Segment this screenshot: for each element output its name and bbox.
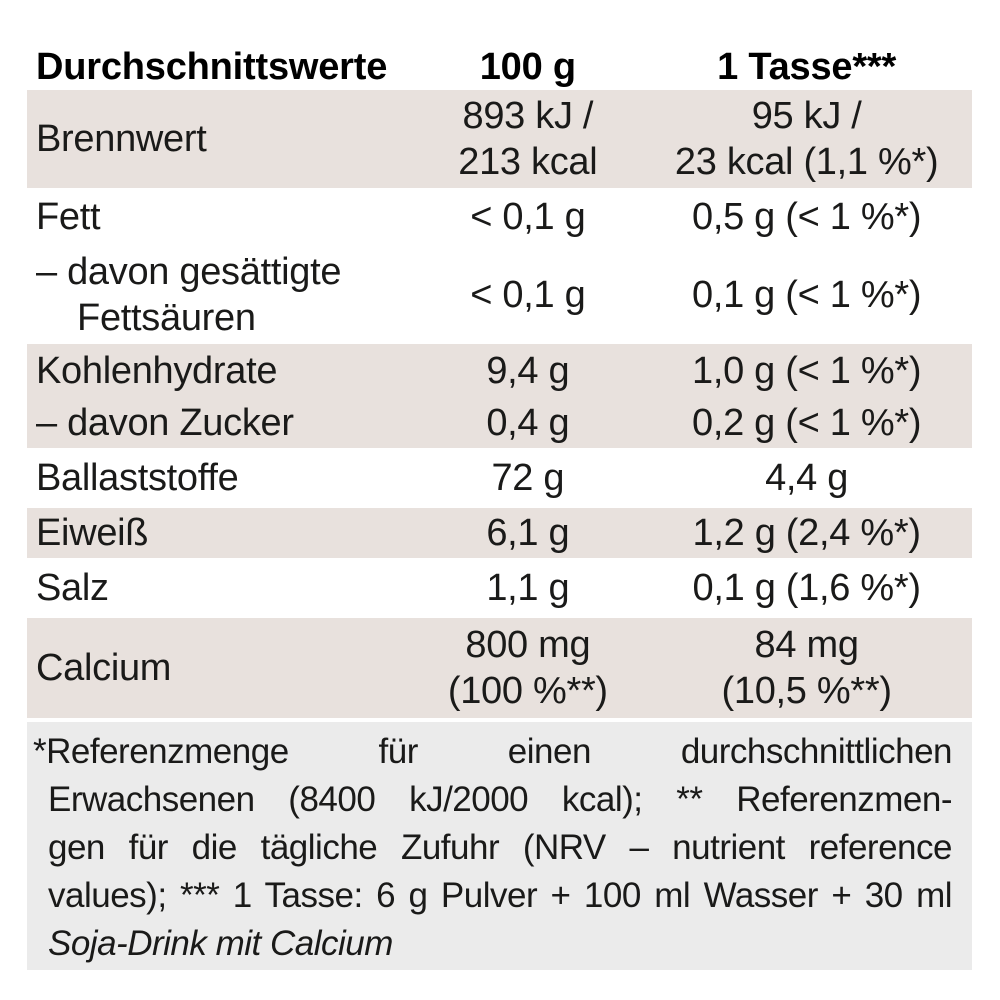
zucker-per-100g: 0,4 g bbox=[486, 401, 570, 444]
eiweiss-per-tasse: 1,2 g (2,4 %*) bbox=[692, 512, 921, 554]
kohlenhydrate-per-tasse: 1,0 g (< 1 %*) bbox=[692, 349, 922, 392]
zucker-label: – davon Zucker bbox=[36, 401, 294, 444]
zucker-per-tasse: 0,2 g (< 1 %*) bbox=[692, 401, 922, 444]
nutrition-table: Durchschnittswerte 100 g 1 Tasse*** Bren… bbox=[27, 44, 972, 970]
table-row-ballaststoffe: Ballaststoffe 72 g 4,4 g bbox=[27, 448, 972, 508]
footnote-line-1: *Referenzmenge für einen durchschnittlic… bbox=[33, 732, 953, 771]
brennwert-label: Brennwert bbox=[36, 118, 207, 160]
footnote-block: *Referenzmenge für einen durchschnittlic… bbox=[27, 722, 972, 970]
salz-per-100g: 1,1 g bbox=[486, 567, 570, 609]
footnote-line-3: gen für die tägliche Zufuhr (NRV – nutri… bbox=[48, 828, 953, 867]
fett-per-tasse: 0,5 g (< 1 %*) bbox=[692, 196, 922, 238]
header-col-averages: Durchschnittswerte bbox=[36, 46, 388, 88]
footnote-line-4: values); *** 1 Tasse: 6 g Pulver + 100 m… bbox=[48, 876, 953, 915]
header-col-tasse: 1 Tasse*** bbox=[717, 46, 897, 88]
brennwert-per-tasse: 95 kJ / 23 kcal (1,1 %*) bbox=[674, 95, 939, 183]
gesaettigte-per-tasse: 0,1 g (< 1 %*) bbox=[692, 274, 922, 316]
ballaststoffe-per-100g: 72 g bbox=[491, 457, 565, 499]
brennwert-per-100g: 893 kJ / 213 kcal bbox=[458, 95, 598, 183]
table-row-calcium: Calcium 800 mg (100 %**) 84 mg (10,5 %**… bbox=[27, 618, 972, 718]
kohlenhydrate-per-100g: 9,4 g bbox=[486, 349, 570, 392]
salz-per-tasse: 0,1 g (1,6 %*) bbox=[692, 567, 921, 609]
eiweiss-per-100g: 6,1 g bbox=[486, 512, 570, 554]
calcium-label: Calcium bbox=[36, 647, 172, 689]
fett-per-100g: < 0,1 g bbox=[470, 196, 586, 238]
table-row-brennwert: Brennwert 893 kJ / 213 kcal 95 kJ / 23 k… bbox=[27, 90, 972, 188]
gesaettigte-per-100g: < 0,1 g bbox=[470, 274, 586, 316]
ballaststoffe-per-tasse: 4,4 g bbox=[765, 457, 849, 499]
table-row-fett: Fett < 0,1 g 0,5 g (< 1 %*) bbox=[27, 188, 972, 246]
table-row-kohlenhydrate: Kohlenhydrate 9,4 g 1,0 g (< 1 %*) bbox=[27, 344, 972, 397]
table-row-zucker: – davon Zucker 0,4 g 0,2 g (< 1 %*) bbox=[27, 397, 972, 448]
table-header-row: Durchschnittswerte 100 g 1 Tasse*** bbox=[27, 44, 972, 90]
table-row-eiweiss: Eiweiß 6,1 g 1,2 g (2,4 %*) bbox=[27, 508, 972, 558]
calcium-per-tasse: 84 mg (10,5 %**) bbox=[721, 624, 893, 712]
header-col-100g: 100 g bbox=[479, 46, 576, 88]
gesaettigte-label: – davon gesättigte Fettsäuren bbox=[36, 251, 342, 339]
footnote-line-italic: Soja-Drink mit Calcium bbox=[48, 924, 393, 963]
footnote-line-2: Erwachsenen (8400 kJ/2000 kcal); ** Refe… bbox=[48, 780, 953, 819]
calcium-per-100g: 800 mg (100 %**) bbox=[447, 624, 608, 712]
fett-label: Fett bbox=[36, 196, 101, 238]
eiweiss-label: Eiweiß bbox=[36, 512, 149, 554]
table-row-salz: Salz 1,1 g 0,1 g (1,6 %*) bbox=[27, 558, 972, 618]
table-row-gesaettigte-fettsaeuren: – davon gesättigte Fettsäuren < 0,1 g 0,… bbox=[27, 246, 972, 344]
ballaststoffe-label: Ballaststoffe bbox=[36, 457, 239, 499]
salz-label: Salz bbox=[36, 567, 109, 609]
kohlenhydrate-label: Kohlenhydrate bbox=[36, 349, 278, 392]
